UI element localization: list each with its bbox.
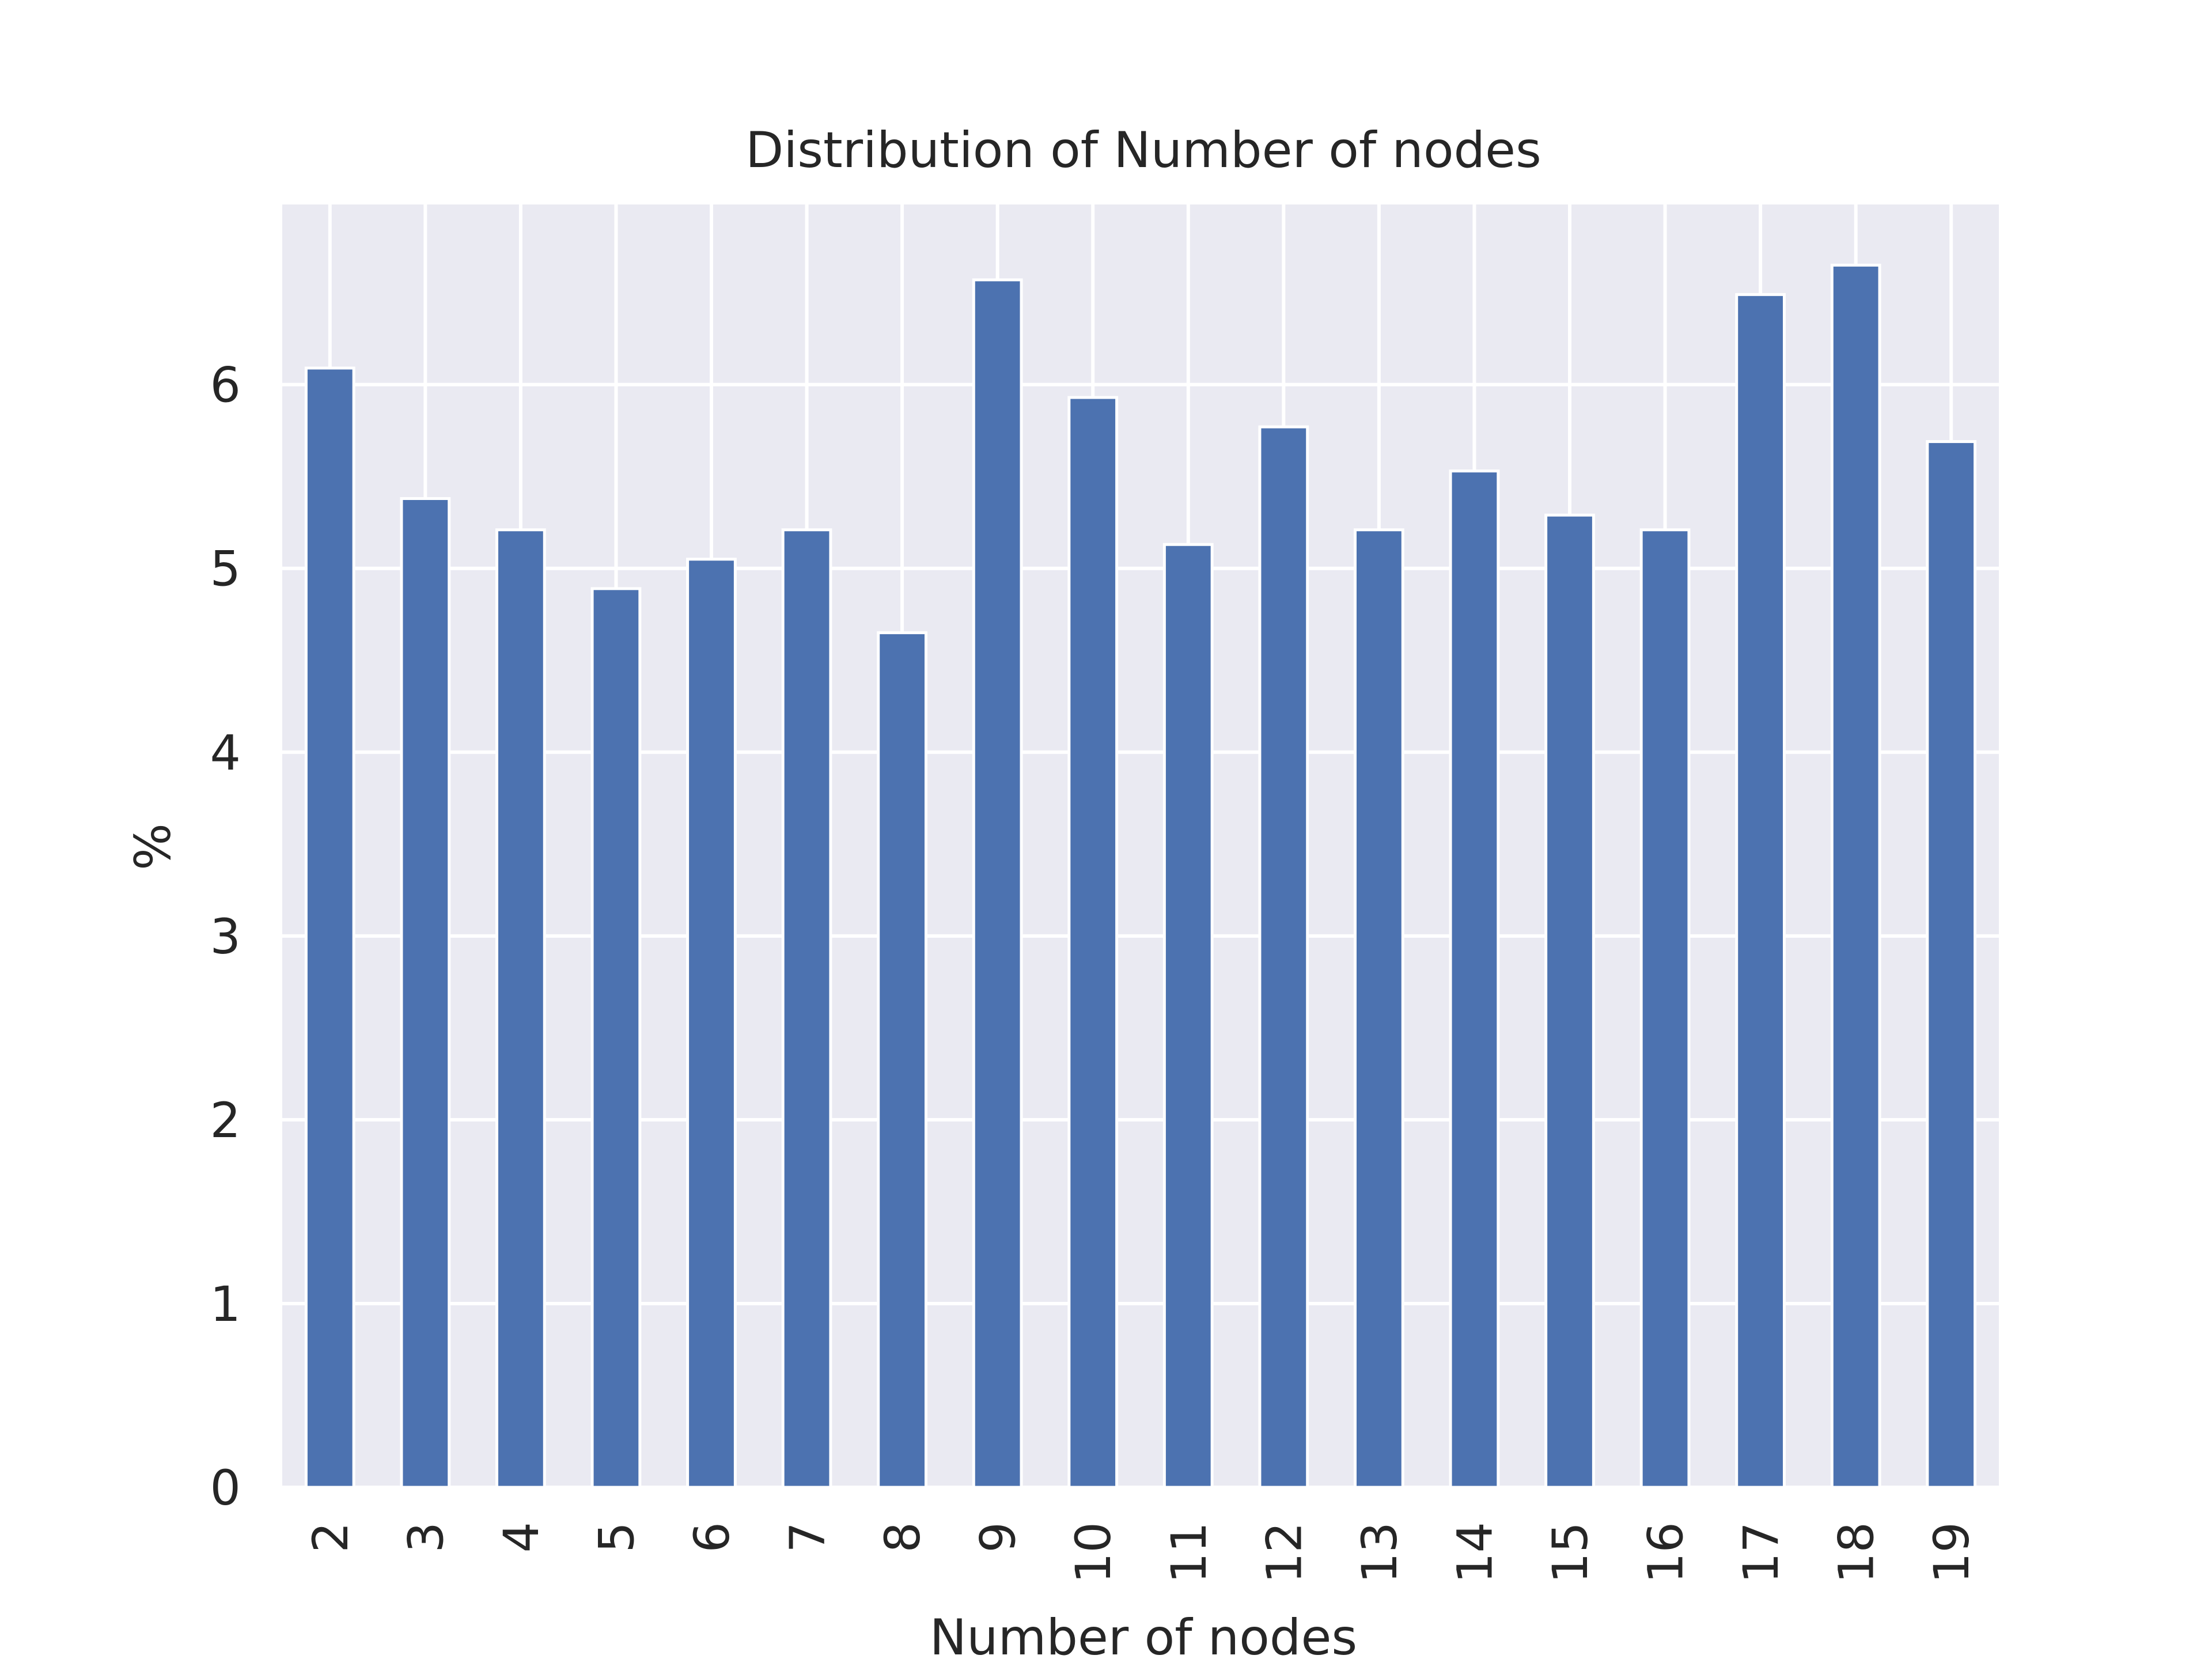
- y-tick-label-2: 2: [210, 1092, 241, 1149]
- bar-7: [781, 528, 832, 1489]
- x-tick-label-4: 4: [493, 1522, 550, 1552]
- x-tick-label-11: 11: [1161, 1522, 1217, 1584]
- bar-11: [1162, 543, 1214, 1489]
- chart-title: Distribution of Number of nodes: [745, 122, 1541, 179]
- x-tick-label-2: 2: [302, 1522, 359, 1552]
- x-tick-label-19: 19: [1923, 1522, 1980, 1584]
- bar-19: [1926, 440, 1977, 1489]
- x-tick-label-7: 7: [779, 1522, 836, 1552]
- bars: [304, 263, 1977, 1489]
- bar-10: [1067, 396, 1119, 1489]
- x-tick-label-14: 14: [1446, 1522, 1503, 1584]
- y-tick-label-4: 4: [210, 725, 241, 781]
- y-tick-label-1: 1: [210, 1276, 241, 1332]
- bar-9: [972, 278, 1023, 1489]
- x-tick-label-15: 15: [1542, 1522, 1599, 1584]
- bar-6: [686, 558, 737, 1489]
- y-tick-label-5: 5: [210, 541, 241, 597]
- bar-5: [590, 587, 642, 1489]
- bar-18: [1830, 263, 1881, 1489]
- x-tick-label-8: 8: [874, 1522, 931, 1552]
- y-tick-label-3: 3: [210, 908, 241, 965]
- y-axis-label: %: [124, 823, 182, 870]
- bar-17: [1735, 293, 1786, 1489]
- bar-14: [1449, 469, 1500, 1489]
- plot-area: [282, 204, 1999, 1487]
- x-tick-labels: 2 3 4 5 6 7 8 9 10 11 12 13 14 15 16 17 18 19: [302, 1522, 1980, 1584]
- bar-13: [1354, 528, 1404, 1489]
- bar-8: [877, 631, 927, 1489]
- x-tick-label-12: 12: [1256, 1522, 1312, 1584]
- x-tick-label-6: 6: [684, 1522, 740, 1552]
- bar-16: [1639, 528, 1691, 1489]
- y-tick-labels: 0 1 2 3 4 5 6: [210, 357, 241, 1516]
- x-tick-label-17: 17: [1733, 1522, 1789, 1584]
- y-tick-label-0: 0: [210, 1460, 241, 1516]
- x-tick-label-13: 13: [1351, 1522, 1408, 1584]
- bar-15: [1544, 513, 1595, 1489]
- y-tick-label-6: 6: [210, 357, 241, 414]
- x-tick-label-5: 5: [588, 1522, 645, 1552]
- bar-4: [495, 528, 546, 1489]
- x-axis-label: Number of nodes: [930, 1609, 1357, 1659]
- x-tick-label-9: 9: [970, 1522, 1027, 1552]
- x-tick-label-18: 18: [1828, 1522, 1885, 1584]
- bar-12: [1258, 425, 1309, 1489]
- bar-3: [400, 497, 451, 1489]
- x-tick-label-3: 3: [397, 1522, 454, 1552]
- bar-2: [304, 366, 355, 1489]
- x-tick-label-10: 10: [1065, 1522, 1122, 1584]
- x-tick-label-16: 16: [1638, 1522, 1694, 1584]
